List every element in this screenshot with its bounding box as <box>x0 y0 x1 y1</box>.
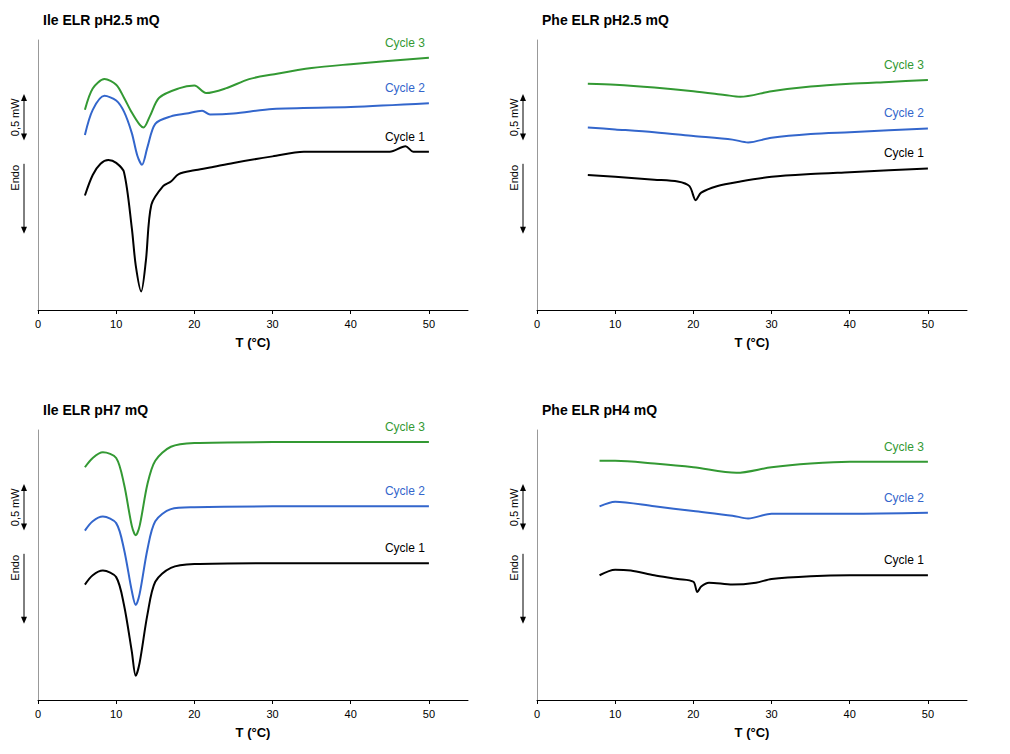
svg-text:30: 30 <box>765 318 777 330</box>
svg-text:30: 30 <box>266 708 278 720</box>
svg-text:Endo: Endo <box>508 555 520 581</box>
svg-text:Cycle 1: Cycle 1 <box>884 146 924 160</box>
svg-text:10: 10 <box>609 318 621 330</box>
svg-text:40: 40 <box>844 708 856 720</box>
svg-text:Cycle 3: Cycle 3 <box>385 420 425 434</box>
svg-text:Cycle 2: Cycle 2 <box>884 106 924 120</box>
svg-text:0,5 mW: 0,5 mW <box>9 98 21 137</box>
svg-text:10: 10 <box>609 708 621 720</box>
svg-text:T (°C): T (°C) <box>236 335 271 350</box>
svg-text:Cycle 3: Cycle 3 <box>385 36 425 50</box>
svg-text:0,5 mW: 0,5 mW <box>9 488 21 527</box>
svg-text:Cycle 2: Cycle 2 <box>385 81 425 95</box>
svg-text:20: 20 <box>188 708 200 720</box>
svg-text:20: 20 <box>188 318 200 330</box>
svg-text:20: 20 <box>687 708 699 720</box>
svg-text:30: 30 <box>266 318 278 330</box>
svg-text:0: 0 <box>534 318 540 330</box>
svg-text:Cycle 1: Cycle 1 <box>385 130 425 144</box>
svg-text:Cycle 2: Cycle 2 <box>884 491 924 505</box>
svg-text:40: 40 <box>345 318 357 330</box>
svg-text:Ile ELR pH2.5 mQ: Ile ELR pH2.5 mQ <box>43 12 160 28</box>
svg-text:50: 50 <box>423 708 435 720</box>
svg-text:0: 0 <box>35 708 41 720</box>
svg-text:Endo: Endo <box>9 555 21 581</box>
svg-text:Cycle 1: Cycle 1 <box>884 553 924 567</box>
svg-text:Cycle 1: Cycle 1 <box>385 541 425 555</box>
svg-text:Phe ELR pH2.5 mQ: Phe ELR pH2.5 mQ <box>542 12 669 28</box>
svg-text:T (°C): T (°C) <box>735 725 770 740</box>
svg-text:T (°C): T (°C) <box>236 725 271 740</box>
svg-text:Phe ELR pH4 mQ: Phe ELR pH4 mQ <box>542 402 657 418</box>
svg-text:0,5 mW: 0,5 mW <box>508 98 520 137</box>
svg-text:30: 30 <box>765 708 777 720</box>
svg-text:Ile ELR pH7 mQ: Ile ELR pH7 mQ <box>43 402 148 418</box>
svg-text:0: 0 <box>534 708 540 720</box>
svg-text:0: 0 <box>35 318 41 330</box>
svg-text:20: 20 <box>687 318 699 330</box>
svg-text:Cycle 2: Cycle 2 <box>385 484 425 498</box>
svg-text:50: 50 <box>922 318 934 330</box>
svg-text:50: 50 <box>922 708 934 720</box>
svg-text:40: 40 <box>345 708 357 720</box>
svg-text:10: 10 <box>110 318 122 330</box>
svg-text:Endo: Endo <box>508 165 520 191</box>
svg-text:Endo: Endo <box>9 165 21 191</box>
svg-text:40: 40 <box>844 318 856 330</box>
svg-text:0,5 mW: 0,5 mW <box>508 488 520 527</box>
svg-text:T (°C): T (°C) <box>735 335 770 350</box>
svg-text:Cycle 3: Cycle 3 <box>884 58 924 72</box>
svg-text:50: 50 <box>423 318 435 330</box>
svg-text:Cycle 3: Cycle 3 <box>884 440 924 454</box>
svg-text:10: 10 <box>110 708 122 720</box>
